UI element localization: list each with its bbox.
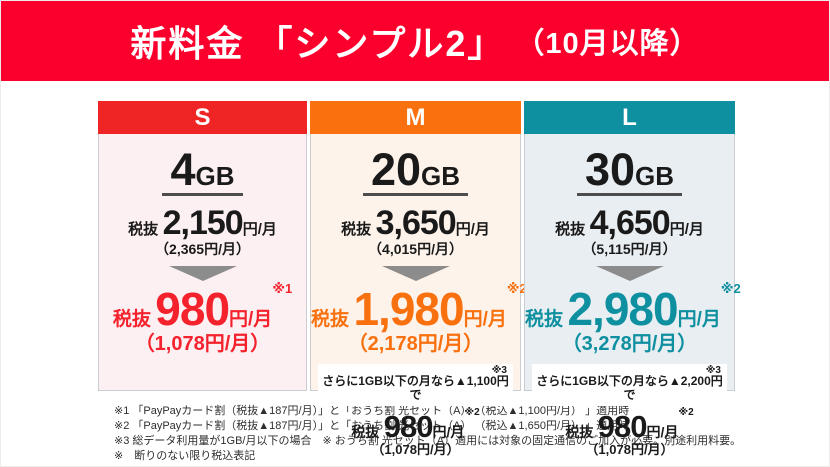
low-usage-banner: さらに1GB以下の月なら▲1,100円で ※3 [318,364,513,406]
discounted-price: 税抜 2,980円/月 ※2 [525,282,741,336]
footnote-line: ※3 総データ利用量が1GB/月以下の場合 ※ おうち割 光セット（A）適用には… [114,434,742,447]
price-prefix: 税抜 [525,309,564,331]
plan-body-m: 20GB 税抜 3,650円/月 （4,015円/月） 税抜 1,980円/月※… [310,134,527,457]
footnote-line: ※ 断りのない限り税込表記 [114,449,256,462]
discounted-price-tax-included: （1,078円/月） [134,333,271,356]
data-allowance: 20GB [362,144,469,196]
discounted-price-tax-included: （2,178円/月） [347,333,484,356]
banner-subtitle: （10月以降） [515,28,700,60]
price-unit: 円/月 [677,309,721,331]
price-prefix: 税抜 [128,221,159,238]
data-allowance-unit: GB [421,161,461,191]
footnote-marker: ※2 [720,281,741,297]
price-prefix: 税抜 [112,309,151,331]
footnote-marker: ※1 [272,281,293,297]
price-unit: 円/月 [432,423,465,440]
price-amount: 980 [597,408,648,444]
low-usage-price: 税抜 980円/月 ※2 [525,407,734,444]
price-prefix: 税抜 [555,221,586,238]
data-allowance-amount: 30 [584,144,636,195]
banner-title: 新料金 「シンプル2」 [130,23,506,64]
footnote-marker: ※2 [678,406,694,418]
regular-price-tax-included: （4,015円/月） [368,241,463,257]
data-allowance-amount: 20 [370,144,422,195]
discounted-price-block: 税抜 1,980円/月 ※2 （2,178円/月） [311,282,527,356]
discounted-price-block: 税抜 2,980円/月 ※2 （3,278円/月） [525,282,741,356]
campaign-banner: 新料金 「シンプル2」 （10月以降） [1,1,829,81]
low-usage-banner: さらに1GB以下の月なら▲2,200円で ※3 [532,364,727,406]
footnote-marker: ※3 [491,365,507,377]
price-unit: 円/月 [463,309,507,331]
low-usage-price-block: 税抜 980円/月 ※2 （1,078円/月） [311,407,520,457]
low-usage-condition: さらに1GB以下の月なら▲1,100円で [322,374,509,402]
footnote-line: ※1 「PayPayカード割（税抜▲187円/月）」と「おうち割 光セット（A）… [114,405,630,417]
plan-column-m: M 20GB 税抜 3,650円/月 （4,015円/月） 税抜 1,980円/… [310,101,527,457]
footnote-line: ※2 「PayPayカード割（税抜▲187円/月）」と「おうち割 光セット（A）… [114,419,630,432]
regular-price-tax-included: （2,365円/月） [155,241,250,257]
price-amount: 2,980 [567,283,678,336]
plan-tier-header-m: M [310,101,521,134]
price-amount: 2,150 [162,204,244,242]
low-usage-price-tax-included: （1,078円/月） [585,441,674,457]
price-unit: 円/月 [229,309,273,331]
data-allowance-unit: GB [635,161,675,191]
data-allowance-unit: GB [195,161,235,191]
price-amount: 3,650 [375,204,457,242]
price-unit: 円/月 [242,221,277,238]
data-allowance: 30GB [576,144,683,196]
plan-column-l: L 30GB 税抜 4,650円/月 （5,115円/月） 税抜 2,980円/… [524,101,741,457]
data-allowance: 4GB [162,144,243,196]
plan-columns: S 4GB 税抜 2,150円/月 （2,365円/月） 税抜 980円/月※1… [98,101,741,457]
discounted-price-block: 税抜 980円/月 ※1 （1,078円/月） [99,282,306,356]
plan-body-l: 30GB 税抜 4,650円/月 （5,115円/月） 税抜 2,980円/月※… [524,134,741,457]
price-amount: 1,980 [353,283,464,336]
footnote-marker: ※2 [506,281,527,297]
regular-price-tax-included: （5,115円/月） [582,241,677,257]
footnote-marker: ※2 [464,406,480,418]
low-usage-price: 税抜 980円/月 ※2 [311,407,520,444]
price-unit: 円/月 [455,221,490,238]
discounted-price: 税抜 980円/月 ※1 [99,282,306,336]
price-prefix: 税抜 [565,423,594,440]
plan-tier-header-l: L [524,101,735,134]
plan-body-s: 4GB 税抜 2,150円/月 （2,365円/月） 税抜 980円/月※1 （… [98,134,307,391]
discounted-price-tax-included: （3,278円/月） [561,333,698,356]
price-amount: 4,650 [589,204,671,242]
regular-price: 税抜 3,650円/月 [311,206,520,240]
price-amount: 980 [155,283,230,336]
regular-price: 税抜 4,650円/月 [525,206,734,240]
price-arrow-icon [595,266,664,282]
footnote-marker: ※3 [705,365,721,377]
price-prefix: 税抜 [311,309,350,331]
discounted-price: 税抜 1,980円/月 ※2 [311,282,527,336]
data-allowance-amount: 4 [170,144,196,195]
low-usage-price-block: 税抜 980円/月 ※2 （1,078円/月） [525,407,734,457]
price-amount: 980 [383,408,434,444]
low-usage-condition: さらに1GB以下の月なら▲2,200円で [536,374,723,402]
regular-price: 税抜 2,150円/月 [99,206,306,240]
price-unit: 円/月 [646,423,679,440]
low-usage-price-tax-included: （1,078円/月） [371,441,460,457]
price-arrow-icon [168,266,237,282]
price-prefix: 税抜 [341,221,372,238]
plan-tier-header-s: S [98,101,307,134]
price-prefix: 税抜 [351,423,380,440]
price-unit: 円/月 [669,221,704,238]
plan-column-s: S 4GB 税抜 2,150円/月 （2,365円/月） 税抜 980円/月※1… [98,101,307,391]
price-arrow-icon [381,266,450,282]
footnotes: ※1 「PayPayカード割（税抜▲187円/月）」と「おうち割 光セット（A）… [114,404,829,463]
